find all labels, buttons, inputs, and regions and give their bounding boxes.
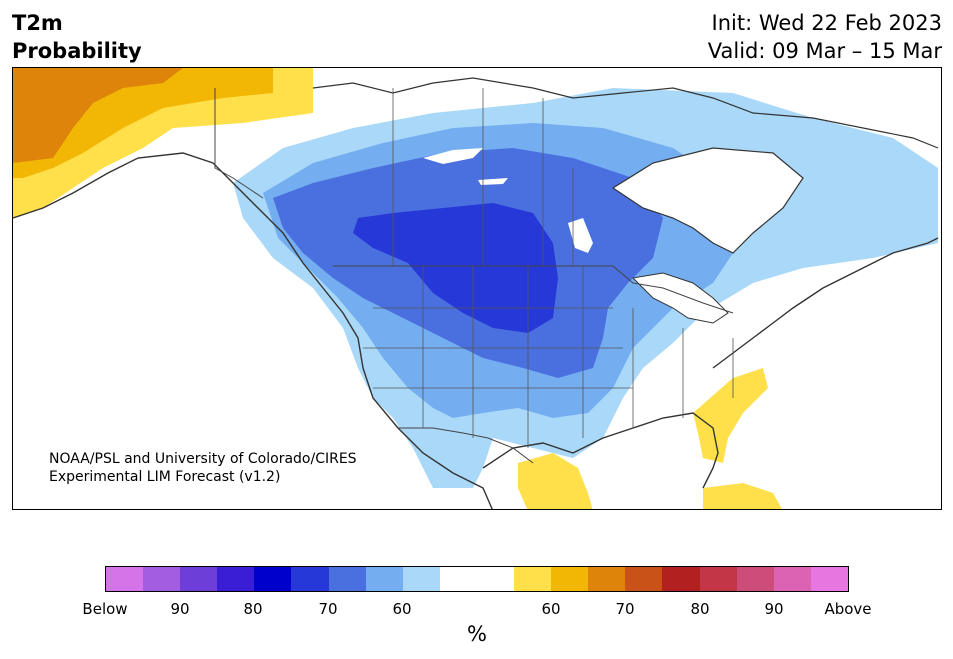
west-coastline [13,152,493,509]
colorbar-segment [588,567,626,591]
colorbar-segment [625,567,663,591]
colorbar-segment [514,567,552,591]
forecast-map [12,67,942,510]
colorbar-segment [328,567,366,591]
colorbar-segment [254,567,292,591]
colorbar-segment [402,567,440,591]
variable-label: T2m [12,11,63,35]
colorbar-unit-label: % [467,622,487,646]
forecast-dates: Init: Wed 22 Feb 2023 Valid: 09 Mar – 15… [708,9,942,65]
credit-text: NOAA/PSL and University of Colorado/CIRE… [49,450,357,486]
credit-line-2: Experimental LIM Forecast (v1.2) [49,469,281,485]
alaska-canada-border [214,88,264,199]
colorbar-segment [217,567,255,591]
us-mexico-border [398,427,534,464]
great-slave-lake [423,148,483,164]
colorbar-tick-label: 70 [615,600,635,618]
arctic-coastline [312,77,939,149]
map-canvas [13,68,941,509]
colorbar-segment [143,567,181,591]
colorbar-segment [291,567,329,591]
colorbar-tick-label: 60 [541,600,561,618]
colorbar-segment [180,567,218,591]
colorbar-segment [365,567,403,591]
mexico-warm-60-region [518,453,593,509]
colorbar-segment [773,567,811,591]
gulf-coastline [482,412,719,489]
colorbar-segment [699,567,737,591]
caribbean-warm-60-region [703,483,782,509]
colorbar-tick-label: 60 [392,600,412,618]
credit-line-1: NOAA/PSL and University of Colorado/CIRE… [49,451,357,467]
colorbar [105,566,849,592]
southeast-warm-60-region [693,368,768,463]
alaska-warm-80-region [13,68,183,163]
hudson-bay [611,147,804,254]
colorbar-segment [662,567,700,591]
state-boundaries [363,88,734,448]
product-label: Probability [12,39,142,63]
init-date: Init: Wed 22 Feb 2023 [711,11,942,35]
colorbar-tick-label: 80 [690,600,710,618]
colorbar-segment [736,567,774,591]
colorbar-tick-label: Above [824,600,872,618]
cold-90-region [353,203,558,333]
map-title: T2m Probability [12,9,142,65]
colorbar-tick-label: Below [82,600,128,618]
lake-winnipeg [568,218,593,253]
colorbar-segment [439,567,477,591]
colorbar-tick-label: 90 [764,600,784,618]
colorbar-tick-label: 80 [243,600,263,618]
valid-dates: Valid: 09 Mar – 15 Mar [707,39,942,63]
colorbar-segment [476,567,515,591]
colorbar-tick-label: 90 [170,600,190,618]
great-lakes [631,272,729,324]
colorbar-segment [551,567,589,591]
colorbar-segment [106,567,144,591]
colorbar-segment [810,567,848,591]
great-bear-lake [478,178,508,185]
colorbar-tick-label: 70 [318,600,338,618]
east-coastline [712,237,939,369]
